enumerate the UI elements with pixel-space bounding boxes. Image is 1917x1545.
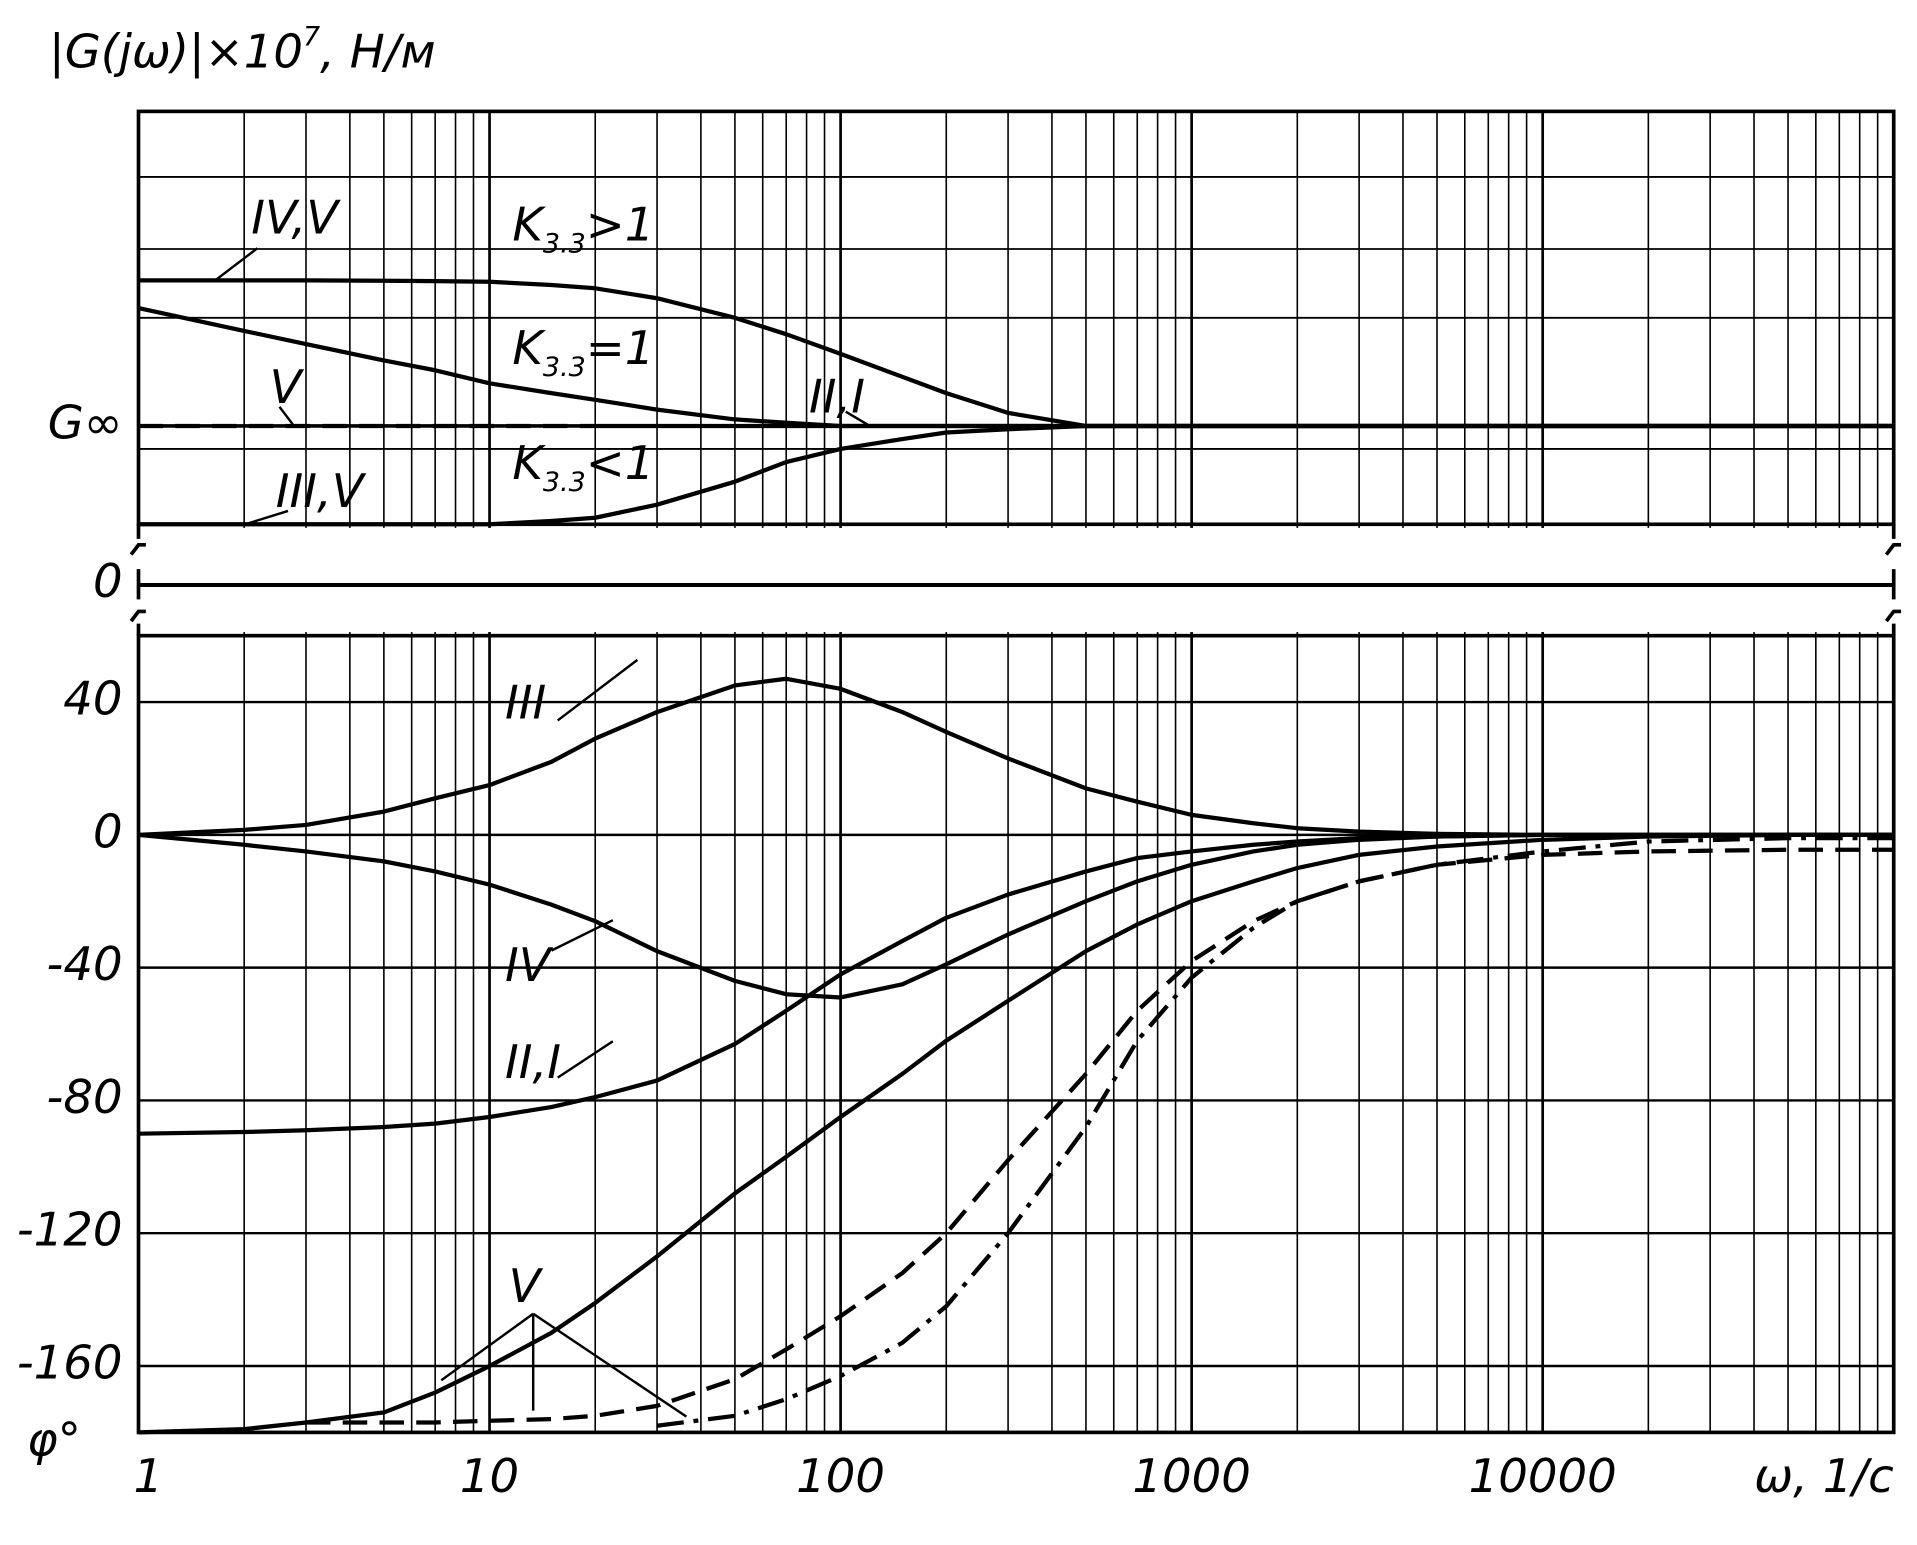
leader-line bbox=[278, 406, 296, 427]
x-axis-title: ω, 1/с bbox=[1754, 1449, 1894, 1503]
text-part: |G(jω)|×10 bbox=[49, 24, 303, 79]
text-part: II,I bbox=[809, 369, 865, 423]
text-part: 3.3 bbox=[543, 467, 586, 498]
text-part: IV,V bbox=[251, 190, 341, 244]
text-part: III,V bbox=[276, 464, 367, 518]
panel-frame bbox=[136, 109, 1896, 527]
text-part: V bbox=[270, 360, 305, 414]
annotation: V bbox=[270, 360, 305, 414]
leader-line bbox=[440, 1312, 534, 1382]
text-part: 7 bbox=[303, 21, 320, 52]
annotation: III,V bbox=[276, 464, 367, 518]
break-label: 0 bbox=[93, 555, 123, 609]
series-line bbox=[656, 836, 1894, 1428]
break-mask bbox=[136, 527, 1897, 633]
text-part: K bbox=[512, 321, 546, 375]
annotation: II,I bbox=[809, 369, 865, 423]
annotation: K3.3>1 bbox=[512, 197, 654, 259]
x-tick-label: 10000 bbox=[1469, 1449, 1617, 1503]
x-tick-label: 100 bbox=[796, 1449, 885, 1503]
annotation: IV bbox=[505, 938, 554, 992]
text-part: 3.3 bbox=[543, 228, 586, 259]
series-line bbox=[138, 832, 1894, 1136]
text-part: >1 bbox=[586, 197, 655, 251]
leader-line bbox=[556, 658, 639, 722]
series-line bbox=[138, 832, 1894, 1000]
x-tick-label: 1000 bbox=[1132, 1449, 1251, 1503]
series-line bbox=[138, 423, 1894, 527]
annotation: III bbox=[505, 676, 546, 730]
annotation: IV,V bbox=[251, 190, 341, 244]
leader-line bbox=[551, 919, 614, 952]
series-line bbox=[138, 305, 1894, 429]
series-line bbox=[138, 832, 1894, 1435]
text-part: K bbox=[512, 197, 546, 251]
leader-line bbox=[557, 1040, 614, 1079]
text-part: , Н/м bbox=[320, 24, 435, 78]
series-line bbox=[305, 847, 1894, 1425]
text-part: 3.3 bbox=[543, 352, 586, 383]
leader-line bbox=[845, 410, 871, 428]
annotation: K3.3=1 bbox=[512, 321, 654, 383]
y-tick-label: 40 bbox=[63, 672, 122, 726]
y-tick-label: 0 bbox=[93, 805, 123, 859]
x-tick-label: 10 bbox=[460, 1449, 519, 1503]
y-tick-label: -160 bbox=[17, 1336, 123, 1390]
text-part: =1 bbox=[586, 321, 655, 375]
y-tick-label: -40 bbox=[47, 937, 123, 991]
annotation: K3.3<1 bbox=[512, 436, 654, 498]
y-tick-label: G∞ bbox=[48, 396, 123, 450]
y-tick-label: -120 bbox=[17, 1203, 123, 1257]
annotation: V bbox=[509, 1259, 544, 1313]
x-tick-label: 1 bbox=[133, 1449, 163, 1503]
break-mark bbox=[129, 524, 146, 636]
y-axis-title: φ° bbox=[27, 1413, 81, 1467]
annotation: II,I bbox=[505, 1035, 561, 1089]
text-part: K bbox=[512, 436, 546, 490]
leader-line bbox=[213, 247, 259, 282]
series-line bbox=[138, 278, 1894, 429]
panel-frame bbox=[136, 633, 1896, 1435]
text-part: <1 bbox=[586, 436, 655, 490]
y-axis-title: |G(jω)|×107, Н/м bbox=[49, 21, 436, 79]
y-tick-label: -80 bbox=[47, 1070, 123, 1124]
leader-line bbox=[244, 509, 289, 526]
leader-line bbox=[532, 1312, 688, 1418]
series-line bbox=[138, 676, 1894, 837]
